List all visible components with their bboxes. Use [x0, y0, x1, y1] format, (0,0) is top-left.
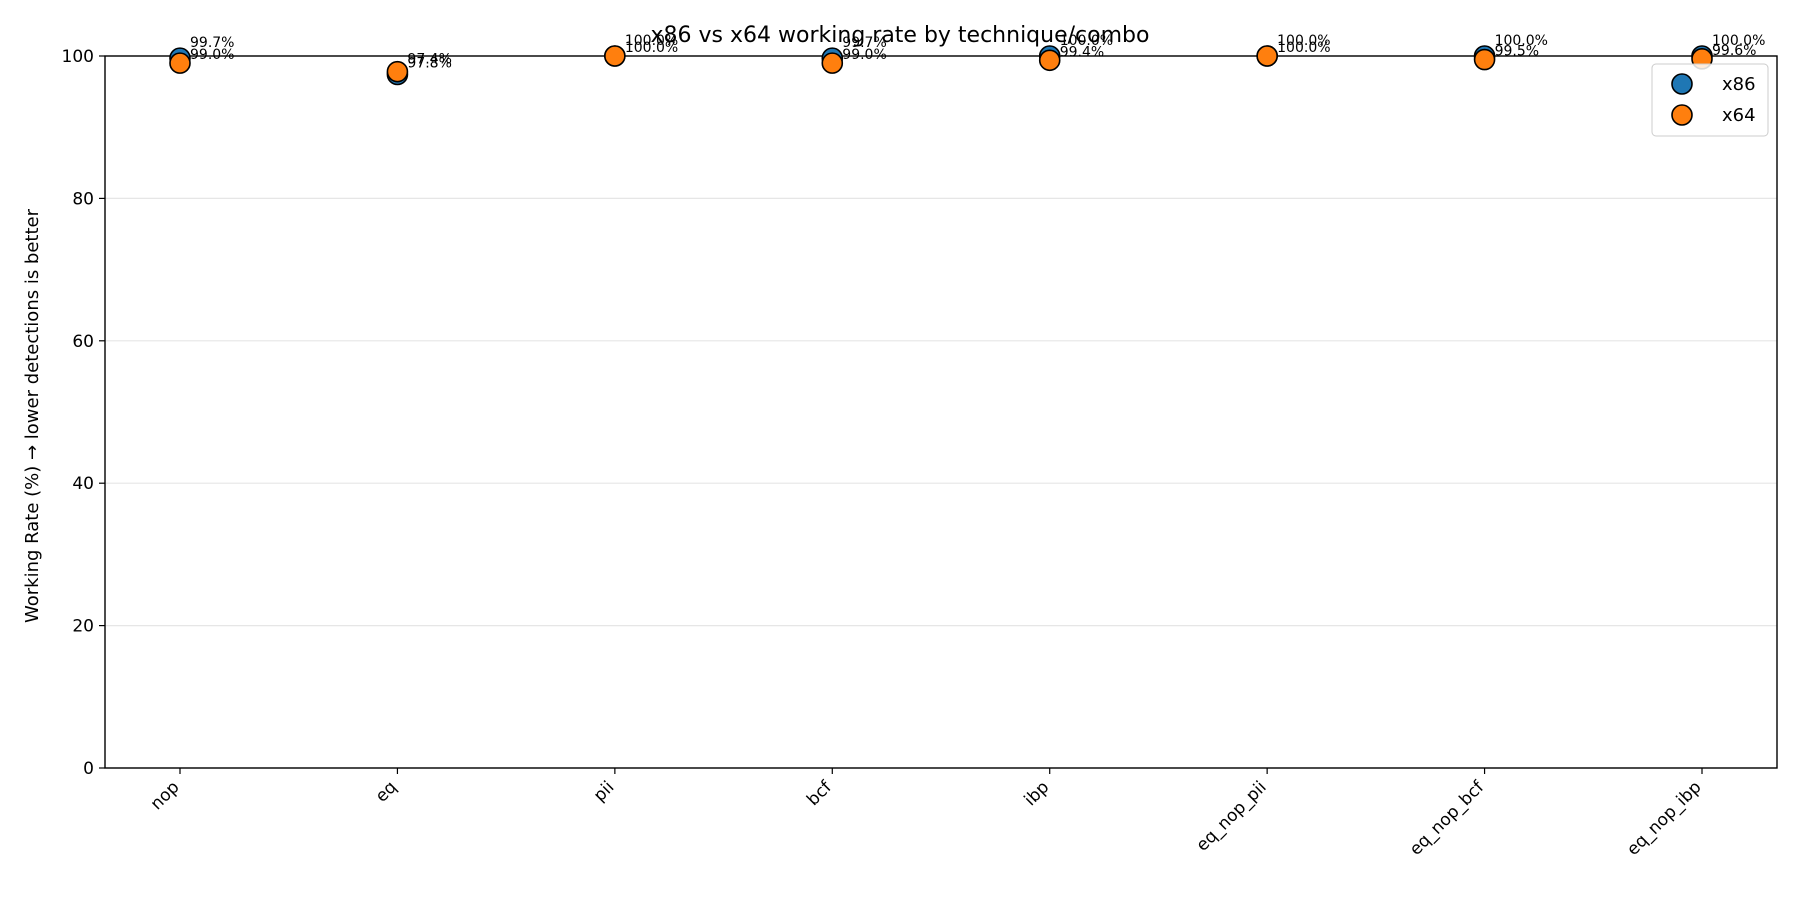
legend-marker-x64: [1671, 104, 1693, 126]
y-axis-label: Working Rate (%) → lower detections is b…: [22, 208, 43, 623]
data-label-x86: 100.0%: [1060, 33, 1113, 49]
y-tick-label: 20: [72, 617, 94, 637]
y-tick-label: 60: [72, 332, 94, 352]
data-label-x64: 100.0%: [625, 40, 678, 56]
data-label-x86: 100.0%: [625, 33, 678, 49]
data-label-x64: 99.5%: [1495, 44, 1539, 60]
data-point-x64: [604, 45, 626, 67]
x-tick-label: eq: [372, 777, 401, 806]
x-tick-label: eq_nop_bcf: [1406, 777, 1489, 860]
x-tick-label: bcf: [803, 777, 836, 810]
data-label-x64: 100.0%: [1277, 40, 1330, 56]
x-tick-label: eq_nop_pii: [1193, 777, 1271, 855]
chart-title: x86 vs x64 working rate by technique/com…: [651, 23, 1150, 48]
x-tick-label: eq_nop_ibp: [1623, 777, 1705, 859]
legend-marker-x86: [1671, 73, 1693, 95]
data-point-x64: [169, 52, 191, 74]
data-point-x64: [1256, 45, 1278, 67]
x-tick-label: ibp: [1021, 777, 1054, 810]
data-point-x64: [1473, 48, 1496, 71]
data-point-x64: [821, 52, 844, 74]
grid-layer: [105, 55, 1777, 769]
marks-layer: 99.7%97.4%100.0% 99.7% 100.0% 100.0% 100.0% 1…: [169, 33, 1765, 86]
x-tick-label: pii: [590, 777, 618, 805]
data-label-x86: 99.7%: [842, 35, 886, 51]
y-tick-label: 40: [72, 474, 94, 494]
y-tick-label: 0: [83, 759, 94, 779]
axes-layer: 0 20 40 60 80 100 nop eq pii bcf ibp eq_nop_pii eq_n…: [62, 47, 1778, 860]
y-tick-label: 80: [72, 189, 94, 209]
data-label-x64: 99.4%: [1060, 44, 1104, 60]
data-label-x86: 100.0%: [1495, 33, 1548, 49]
data-label-x86: 100.0%: [1712, 33, 1765, 49]
data-label-x86: 100.0%: [1277, 33, 1330, 49]
data-point-x64: [386, 60, 409, 83]
legend-label-x64: x64: [1722, 105, 1756, 126]
data-label-x64: 97.8%: [407, 56, 451, 72]
data-label-x64: 99.0%: [190, 47, 234, 63]
data-label-x64: 99.6%: [1712, 43, 1756, 59]
y-tick-label: 100: [62, 47, 94, 67]
plot-frame: [104, 55, 1778, 769]
data-label-x86: 99.7%: [190, 35, 234, 51]
data-label-x64: 99.0%: [842, 47, 886, 63]
x-tick-label: nop: [147, 777, 184, 814]
data-label-x86: 97.4%: [407, 52, 451, 68]
data-point-x64: [1038, 49, 1061, 72]
legend-label-x86: x86: [1722, 74, 1756, 95]
